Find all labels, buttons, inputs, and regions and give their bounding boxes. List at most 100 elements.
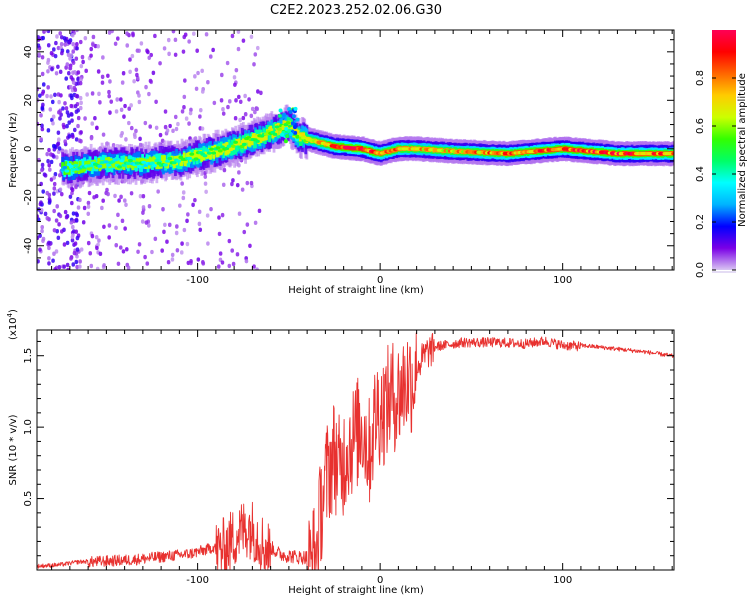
noise-speckle xyxy=(91,34,96,40)
noise-speckle xyxy=(70,33,75,38)
noise-speckle xyxy=(216,264,221,269)
noise-speckle xyxy=(122,114,126,119)
ridge-cell xyxy=(275,129,279,136)
noise-speckle xyxy=(38,93,42,98)
noise-speckle xyxy=(73,241,78,246)
noise-speckle xyxy=(76,76,80,82)
noise-speckle xyxy=(102,224,106,229)
noise-speckle xyxy=(39,137,43,142)
noise-speckle xyxy=(108,110,112,115)
noise-speckle xyxy=(100,205,104,211)
ridge-cell xyxy=(98,165,102,172)
ridge-core xyxy=(167,156,173,161)
noise-speckle xyxy=(175,224,179,229)
noise-speckle xyxy=(107,223,112,228)
ridge-cell xyxy=(237,138,241,145)
noise-speckle xyxy=(87,190,92,196)
noise-speckle xyxy=(59,93,63,98)
noise-speckle xyxy=(69,220,74,225)
noise-speckle xyxy=(48,167,52,172)
noise-speckle xyxy=(240,187,245,192)
noise-speckle xyxy=(95,125,99,131)
noise-speckle xyxy=(43,211,48,217)
noise-speckle xyxy=(40,228,44,234)
noise-speckle xyxy=(65,49,70,54)
noise-speckle xyxy=(141,210,145,215)
noise-speckle xyxy=(161,207,165,212)
noise-speckle xyxy=(58,173,62,178)
noise-speckle xyxy=(191,202,195,208)
ridge-cell xyxy=(256,134,259,140)
noise-speckle xyxy=(201,261,206,266)
noise-speckle xyxy=(108,79,112,84)
noise-speckle xyxy=(146,49,150,55)
colorbar-tick-label: 0.0 xyxy=(695,262,706,278)
noise-speckle xyxy=(59,41,64,47)
colorbar-label: Normalized spectral amplitude xyxy=(737,73,748,227)
noise-speckle xyxy=(120,80,125,85)
ridge-core xyxy=(68,164,74,169)
noise-speckle xyxy=(226,104,230,110)
noise-speckle xyxy=(209,206,213,212)
noise-speckle xyxy=(171,30,176,34)
noise-speckle xyxy=(179,250,184,255)
noise-speckle xyxy=(64,106,69,111)
ridge-spike xyxy=(288,109,293,114)
noise-speckle xyxy=(151,70,156,76)
noise-speckle xyxy=(46,43,51,48)
noise-speckle xyxy=(137,242,142,247)
noise-speckle xyxy=(63,38,68,43)
ridge-core xyxy=(97,164,103,168)
noise-speckle xyxy=(45,216,50,221)
noise-speckle xyxy=(62,242,67,247)
noise-speckle xyxy=(65,124,69,129)
noise-speckle xyxy=(74,229,79,234)
ridge-cell xyxy=(126,162,130,169)
ridge-core xyxy=(193,157,199,161)
noise-speckle xyxy=(138,136,142,142)
noise-speckle xyxy=(237,170,241,175)
noise-speckle xyxy=(133,134,137,140)
noise-speckle xyxy=(109,99,114,104)
noise-speckle xyxy=(160,248,164,253)
noise-speckle xyxy=(41,102,45,108)
noise-speckle xyxy=(101,198,105,203)
noise-speckle xyxy=(75,264,79,270)
noise-speckle xyxy=(116,261,121,266)
noise-speckle xyxy=(37,43,41,48)
ridge-cell xyxy=(225,142,229,148)
noise-speckle xyxy=(257,208,262,214)
noise-speckle xyxy=(49,51,54,56)
noise-speckle xyxy=(238,99,243,105)
ridge-cell xyxy=(63,169,67,176)
noise-speckle xyxy=(69,256,73,261)
noise-speckle xyxy=(167,51,171,57)
snr-multiplier-exp: 4 xyxy=(6,312,14,317)
ridge-spike xyxy=(288,132,293,137)
noise-speckle xyxy=(196,70,200,76)
noise-speckle xyxy=(54,40,58,46)
noise-speckle xyxy=(47,147,51,153)
ridge-core xyxy=(272,132,278,136)
noise-speckle xyxy=(253,52,258,57)
noise-speckle xyxy=(143,120,148,126)
noise-speckle xyxy=(45,93,49,99)
noise-speckle xyxy=(221,111,226,116)
noise-speckle xyxy=(220,72,224,78)
noise-speckle xyxy=(126,265,131,270)
noise-speckle xyxy=(62,227,66,233)
noise-speckle xyxy=(132,79,136,84)
noise-speckle xyxy=(227,238,232,244)
ridge-core xyxy=(230,144,236,148)
noise-speckle xyxy=(37,217,41,222)
y-tick-label: 1.5 xyxy=(23,348,34,364)
noise-speckle xyxy=(181,49,186,54)
noise-speckle xyxy=(65,110,70,115)
noise-speckle xyxy=(182,34,187,40)
noise-speckle xyxy=(79,247,84,252)
noise-speckle xyxy=(46,159,50,164)
noise-speckle xyxy=(219,98,224,103)
ridge-core xyxy=(211,151,217,155)
noise-speckle xyxy=(52,208,56,214)
noise-speckle xyxy=(38,233,42,238)
